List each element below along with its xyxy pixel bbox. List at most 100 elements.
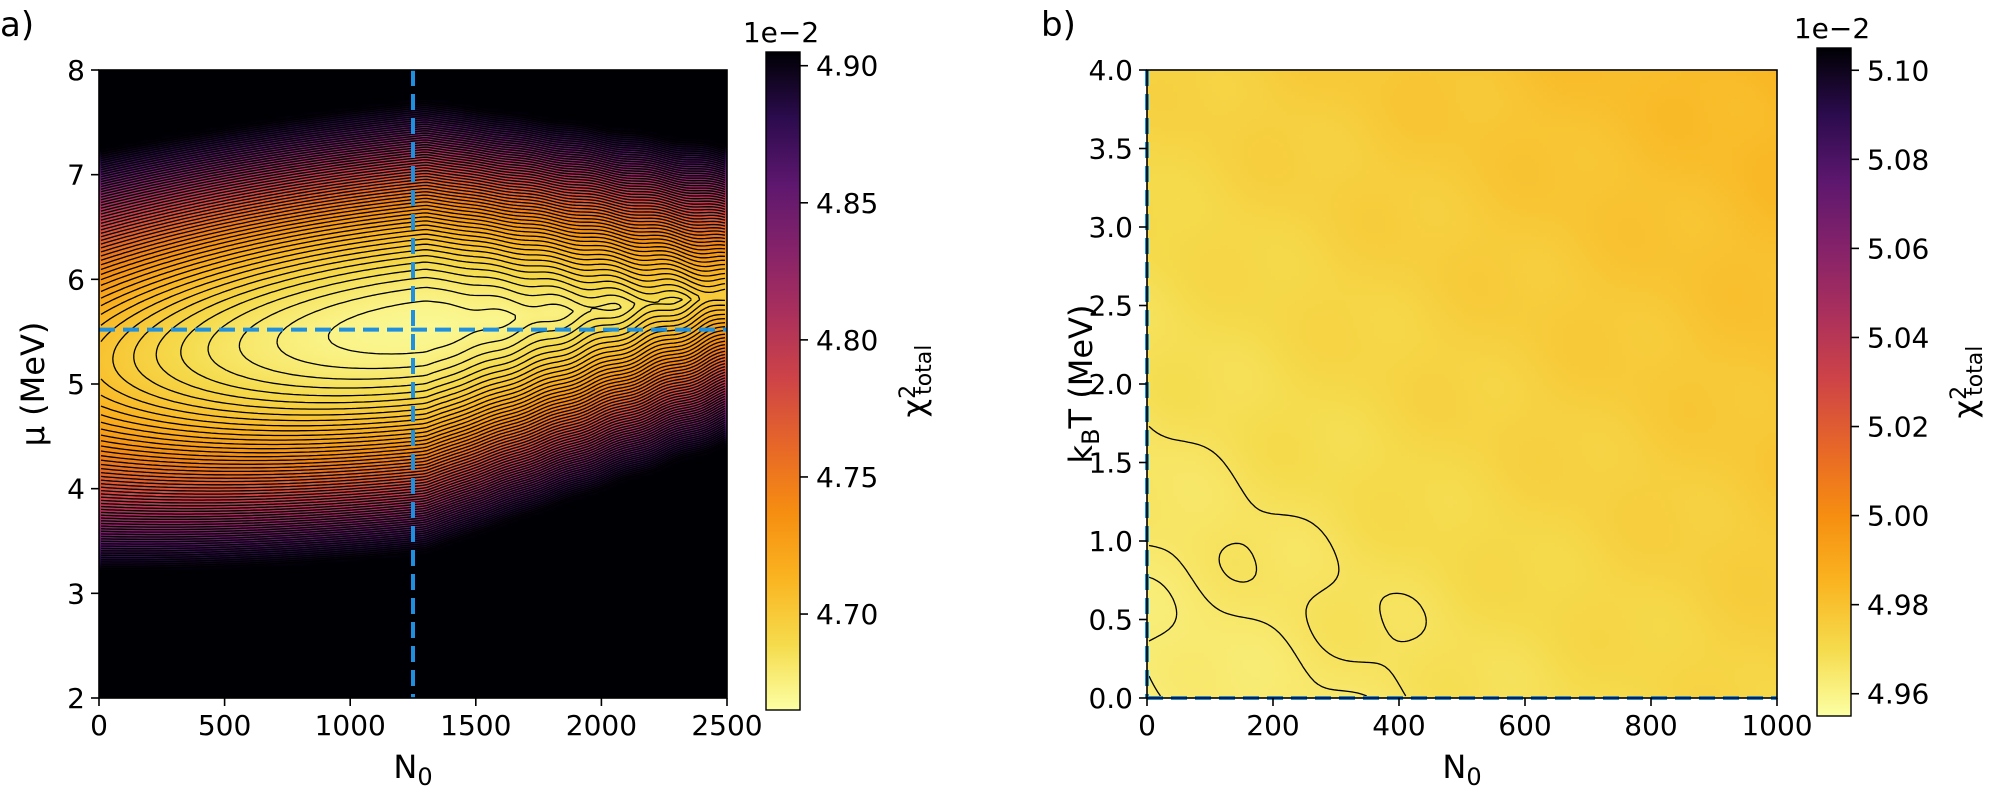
colorbar-tick-label: 4.96: [1867, 678, 1929, 711]
contour-line: [100, 172, 726, 492]
contour-line: [100, 148, 726, 518]
x-tick-label: 500: [198, 709, 251, 742]
contour-line: [180, 261, 683, 397]
contour-line: [100, 212, 726, 450]
x-tick-label: 200: [1246, 709, 1299, 742]
contour-line: [238, 276, 622, 380]
contour-line: [100, 216, 726, 446]
colorbar-tick-label: 5.10: [1867, 54, 1929, 87]
y-tick-label: 4: [67, 473, 85, 506]
y-tick-label: 0.0: [1088, 682, 1133, 715]
contour-line: [100, 175, 726, 489]
contour-line: [100, 151, 726, 515]
contour-line: [100, 125, 726, 543]
x-axis-label: N0: [1442, 748, 1481, 791]
contour-line: [100, 130, 726, 538]
y-tick-label: 8: [67, 54, 85, 87]
contour-line: [100, 201, 726, 462]
x-tick-label: 2500: [691, 709, 762, 742]
colorbar-tick-label: 5.00: [1867, 500, 1929, 533]
colorbar: [765, 51, 801, 711]
x-tick-label: 600: [1498, 709, 1551, 742]
contour-line: [100, 233, 726, 427]
contour-line: [100, 136, 726, 531]
contour-line: [276, 286, 574, 370]
contour-line: [100, 191, 726, 473]
contour-line: [100, 110, 726, 559]
y-tick-label: 3: [67, 577, 85, 610]
contour-line: [207, 268, 636, 389]
y-tick-label: 2.5: [1088, 290, 1133, 323]
contour-line: [100, 146, 726, 521]
contour-line: [155, 254, 692, 404]
contour-lines: [100, 100, 726, 569]
contour-line: [100, 224, 726, 437]
colorbar-exponent: 1e−2: [1794, 12, 1870, 45]
contour-line: [100, 119, 726, 550]
panel-b: 0 200 400 600 800 1000 0.0 0.5 1.0 1.5 2.0 2.5 3.0 3.…: [1041, 5, 1988, 791]
y-tick-label: 6: [67, 263, 85, 296]
contour-line: [100, 204, 726, 458]
x-tick-label: 1000: [315, 709, 386, 742]
contour-line: [100, 141, 726, 526]
contour-line: [112, 243, 726, 416]
contour-line: [1148, 425, 1427, 697]
contour-line: [100, 108, 726, 561]
contour-line: [100, 197, 726, 465]
contour-line: [100, 238, 726, 422]
x-tick-label: 1000: [1741, 709, 1812, 742]
colorbar: [1816, 47, 1852, 717]
contour-line: [100, 115, 726, 554]
colorbar-tick-label: 4.85: [816, 187, 878, 220]
y-tick-label: 0.5: [1088, 604, 1133, 637]
contour-line: [100, 104, 726, 565]
colorbar-tick-label: 4.98: [1867, 589, 1929, 622]
contour-line: [100, 161, 726, 504]
panel-label: b): [1041, 5, 1076, 45]
y-axis-label: μ (MeV): [14, 322, 52, 447]
heatmap-image: [1147, 70, 1777, 698]
contour-lines: [1148, 425, 1427, 697]
contour-line: [1148, 576, 1178, 697]
x-tick-label: 0: [90, 709, 108, 742]
contour-line: [100, 178, 726, 486]
colorbar-tick-label: 4.70: [816, 598, 878, 631]
contour-line: [1148, 544, 1367, 697]
y-tick-label: 4.0: [1088, 54, 1133, 87]
contour-line: [133, 249, 701, 410]
contour-line: [100, 181, 726, 483]
x-tick-label: 0: [1138, 709, 1156, 742]
contour-line: [100, 106, 726, 563]
panel-a: 0 500 1000 1500 2000 2500 2 3 4 5 6 7 8 N0 μ (MeV) a) 4.…: [0, 5, 937, 791]
contour-line: [100, 134, 726, 533]
colorbar-label: χ2total: [895, 345, 937, 418]
contour-line: [100, 228, 726, 432]
panel-label: a): [0, 5, 34, 45]
y-tick-label: 5: [67, 368, 85, 401]
y-tick-label: 1.0: [1088, 525, 1133, 558]
x-tick-label: 1500: [440, 709, 511, 742]
contour-line: [100, 123, 726, 545]
y-tick-label: 7: [67, 159, 85, 192]
y-tick-label: 2.0: [1088, 368, 1133, 401]
colorbar-label: χ2total: [1946, 346, 1988, 419]
contour-line: [100, 127, 726, 541]
x-axis-label: N0: [393, 748, 432, 791]
contour-line: [100, 184, 726, 479]
x-tick-label: 800: [1624, 709, 1677, 742]
y-tick-label: 2: [67, 682, 85, 715]
contour-line: [100, 102, 726, 567]
contour-line: [100, 113, 726, 557]
contour-line: [100, 153, 726, 513]
y-axis-label: kBT (MeV): [1062, 305, 1105, 464]
colorbar-tick-label: 5.04: [1867, 321, 1929, 354]
y-tick-label: 1.5: [1088, 447, 1133, 480]
contour-line: [100, 220, 726, 441]
colorbar-exponent: 1e−2: [743, 16, 819, 49]
contour-line: [100, 100, 726, 569]
colorbar-tick-label: 4.80: [816, 324, 878, 357]
contour-line: [100, 187, 726, 476]
colorbar-tick-label: 5.02: [1867, 411, 1929, 444]
colorbar-tick-label: 5.06: [1867, 232, 1929, 265]
